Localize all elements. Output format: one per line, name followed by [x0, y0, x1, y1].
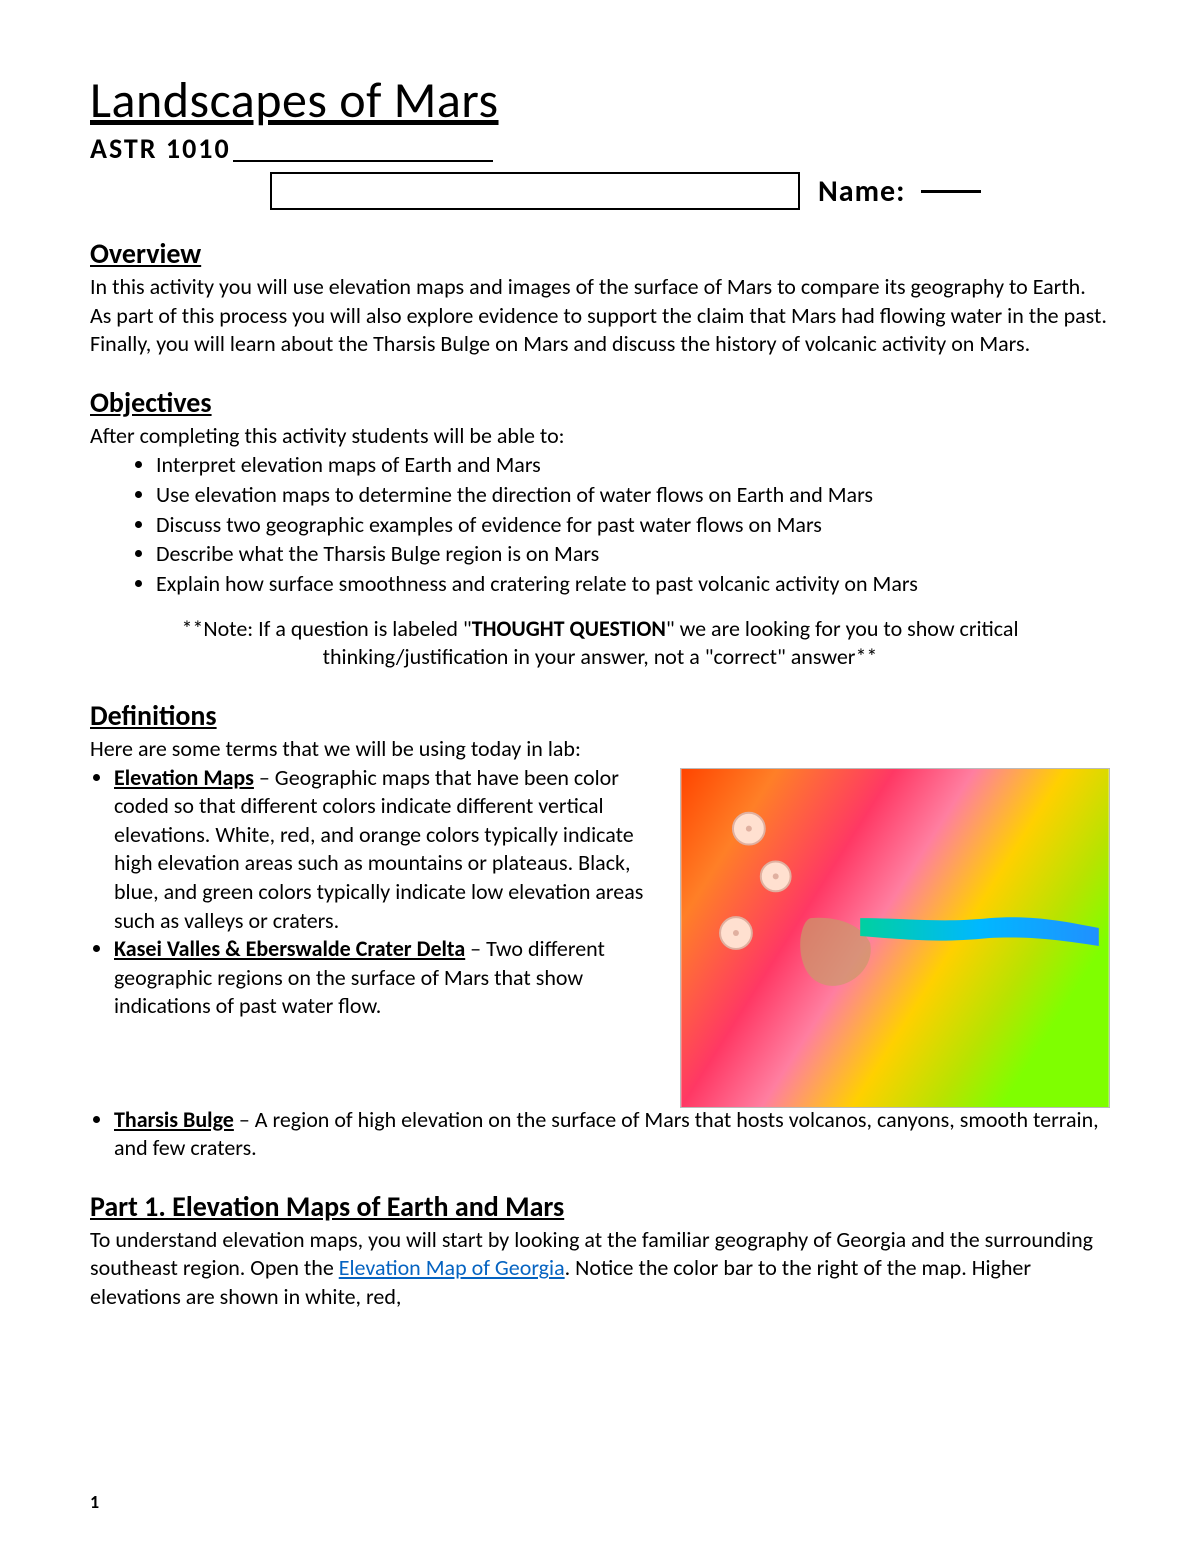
page-number: 1 — [90, 1491, 99, 1513]
objectives-intro: After completing this activity students … — [90, 422, 1110, 451]
list-item: Use elevation maps to determine the dire… — [156, 480, 1110, 510]
list-item: Discuss two geographic examples of evide… — [156, 510, 1110, 540]
name-blank-line — [921, 190, 981, 193]
subtitle-row: ASTR 1010 — [90, 131, 1110, 166]
def-term: Tharsis Bulge — [114, 1106, 234, 1133]
page-title: Landscapes of Mars — [90, 70, 1110, 131]
definitions-list-cont: Tharsis Bulge – A region of high elevati… — [114, 1106, 1110, 1163]
def-term: Elevation Maps — [114, 764, 254, 791]
overview-heading: Overview — [90, 236, 1110, 271]
list-item: Elevation Maps – Geographic maps that ha… — [114, 764, 666, 936]
objectives-list: Interpret elevation maps of Earth and Ma… — [156, 450, 1110, 598]
list-item: Kasei Valles & Eberswalde Crater Delta –… — [114, 935, 666, 1021]
part1-text: To understand elevation maps, you will s… — [90, 1226, 1110, 1312]
name-row: Name: — [270, 172, 1110, 210]
def-desc: – A region of high elevation on the surf… — [114, 1106, 1099, 1162]
def-term: Kasei Valles & Eberswalde Crater Delta — [114, 935, 465, 962]
name-input-box[interactable] — [270, 172, 800, 210]
subtitle-underline — [233, 160, 493, 162]
list-item: Describe what the Tharsis Bulge region i… — [156, 539, 1110, 569]
definitions-heading: Definitions — [90, 698, 1110, 733]
overview-text: In this activity you will use elevation … — [90, 273, 1110, 359]
name-label: Name: — [818, 173, 905, 210]
objectives-heading: Objectives — [90, 385, 1110, 420]
list-item: Tharsis Bulge – A region of high elevati… — [114, 1106, 1110, 1163]
note-bold: THOUGHT QUESTION — [472, 615, 666, 642]
elevation-map-link[interactable]: Elevation Map of Georgia — [339, 1254, 565, 1281]
definitions-list: Elevation Maps – Geographic maps that ha… — [114, 764, 666, 1021]
note-block: **Note: If a question is labeled "THOUGH… — [90, 615, 1110, 672]
part1-heading: Part 1. Elevation Maps of Earth and Mars — [90, 1189, 1110, 1224]
definitions-intro: Here are some terms that we will be usin… — [90, 735, 1110, 764]
course-code: ASTR 1010 — [90, 131, 231, 166]
definitions-wrapper: Elevation Maps – Geographic maps that ha… — [90, 764, 1110, 1108]
elevation-map-image — [680, 768, 1110, 1108]
list-item: Explain how surface smoothness and crate… — [156, 569, 1110, 599]
list-item: Interpret elevation maps of Earth and Ma… — [156, 450, 1110, 480]
definitions-column: Elevation Maps – Geographic maps that ha… — [90, 764, 666, 1021]
note-prefix: **Note: If a question is labeled " — [181, 615, 471, 642]
